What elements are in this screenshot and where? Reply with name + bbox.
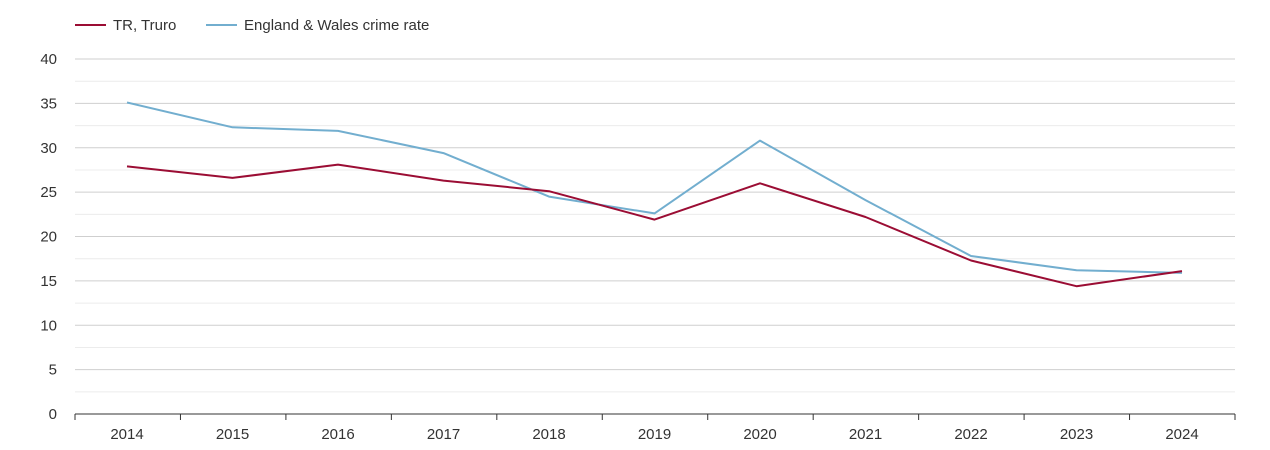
data-point-truro[interactable] bbox=[863, 214, 869, 220]
data-point-england-wales[interactable] bbox=[230, 124, 236, 130]
legend-label-truro: TR, Truro bbox=[113, 17, 176, 34]
data-point-truro[interactable] bbox=[968, 257, 974, 263]
y-tick-label: 30 bbox=[40, 140, 57, 157]
y-tick-label: 25 bbox=[40, 184, 57, 201]
data-point-truro[interactable] bbox=[441, 178, 447, 184]
data-point-england-wales[interactable] bbox=[546, 194, 552, 200]
x-axis: 2014 2015 2016 2017 2018 2019 2020 2021 2022 2023… bbox=[75, 414, 1235, 443]
x-tick-label: 2015 bbox=[216, 426, 249, 443]
y-tick-label: 15 bbox=[40, 273, 57, 290]
y-tick-label: 20 bbox=[40, 229, 57, 246]
data-point-truro[interactable] bbox=[1179, 268, 1185, 274]
y-tick-label: 40 bbox=[40, 51, 57, 68]
data-point-truro[interactable] bbox=[652, 217, 658, 223]
data-point-england-wales[interactable] bbox=[441, 150, 447, 156]
y-tick-label: 10 bbox=[40, 317, 57, 334]
data-point-truro[interactable] bbox=[1074, 283, 1080, 289]
data-point-england-wales[interactable] bbox=[1074, 267, 1080, 273]
x-tick-label: 2019 bbox=[638, 426, 671, 443]
gridlines bbox=[75, 59, 1235, 392]
data-point-england-wales[interactable] bbox=[652, 210, 658, 216]
data-point-truro[interactable] bbox=[230, 175, 236, 181]
series-line-england-wales[interactable] bbox=[127, 103, 1182, 273]
data-point-england-wales[interactable] bbox=[757, 138, 763, 144]
y-tick-label: 0 bbox=[49, 406, 57, 423]
legend-label-england-wales: England & Wales crime rate bbox=[244, 17, 429, 34]
x-tick-label: 2018 bbox=[532, 426, 565, 443]
data-point-truro[interactable] bbox=[546, 188, 552, 194]
data-point-england-wales[interactable] bbox=[335, 128, 341, 134]
x-tick-label: 2021 bbox=[849, 426, 882, 443]
chart: TR, Truro England & Wales crime rate 0 5 1… bbox=[0, 0, 1270, 450]
legend: TR, Truro England & Wales crime rate bbox=[75, 17, 429, 34]
y-tick-label: 35 bbox=[40, 95, 57, 112]
x-tick-label: 2016 bbox=[321, 426, 354, 443]
legend-item-truro[interactable]: TR, Truro bbox=[75, 17, 176, 34]
data-point-truro[interactable] bbox=[335, 162, 341, 168]
series-layer bbox=[124, 99, 1185, 289]
data-point-england-wales[interactable] bbox=[863, 197, 869, 203]
data-point-truro[interactable] bbox=[124, 163, 130, 169]
x-tick-label: 2022 bbox=[954, 426, 987, 443]
x-tick-label: 2024 bbox=[1165, 426, 1198, 443]
x-tick-label: 2023 bbox=[1060, 426, 1093, 443]
x-tick-label: 2014 bbox=[110, 426, 143, 443]
data-point-truro[interactable] bbox=[757, 180, 763, 186]
y-tick-label: 5 bbox=[49, 362, 57, 379]
x-tick-label: 2020 bbox=[743, 426, 776, 443]
y-axis: 0 5 10 15 20 25 30 35 40 bbox=[40, 51, 57, 423]
series-line-truro[interactable] bbox=[127, 165, 1182, 287]
data-point-england-wales[interactable] bbox=[124, 99, 130, 105]
x-tick-label: 2017 bbox=[427, 426, 460, 443]
legend-item-england-wales[interactable]: England & Wales crime rate bbox=[206, 17, 429, 34]
